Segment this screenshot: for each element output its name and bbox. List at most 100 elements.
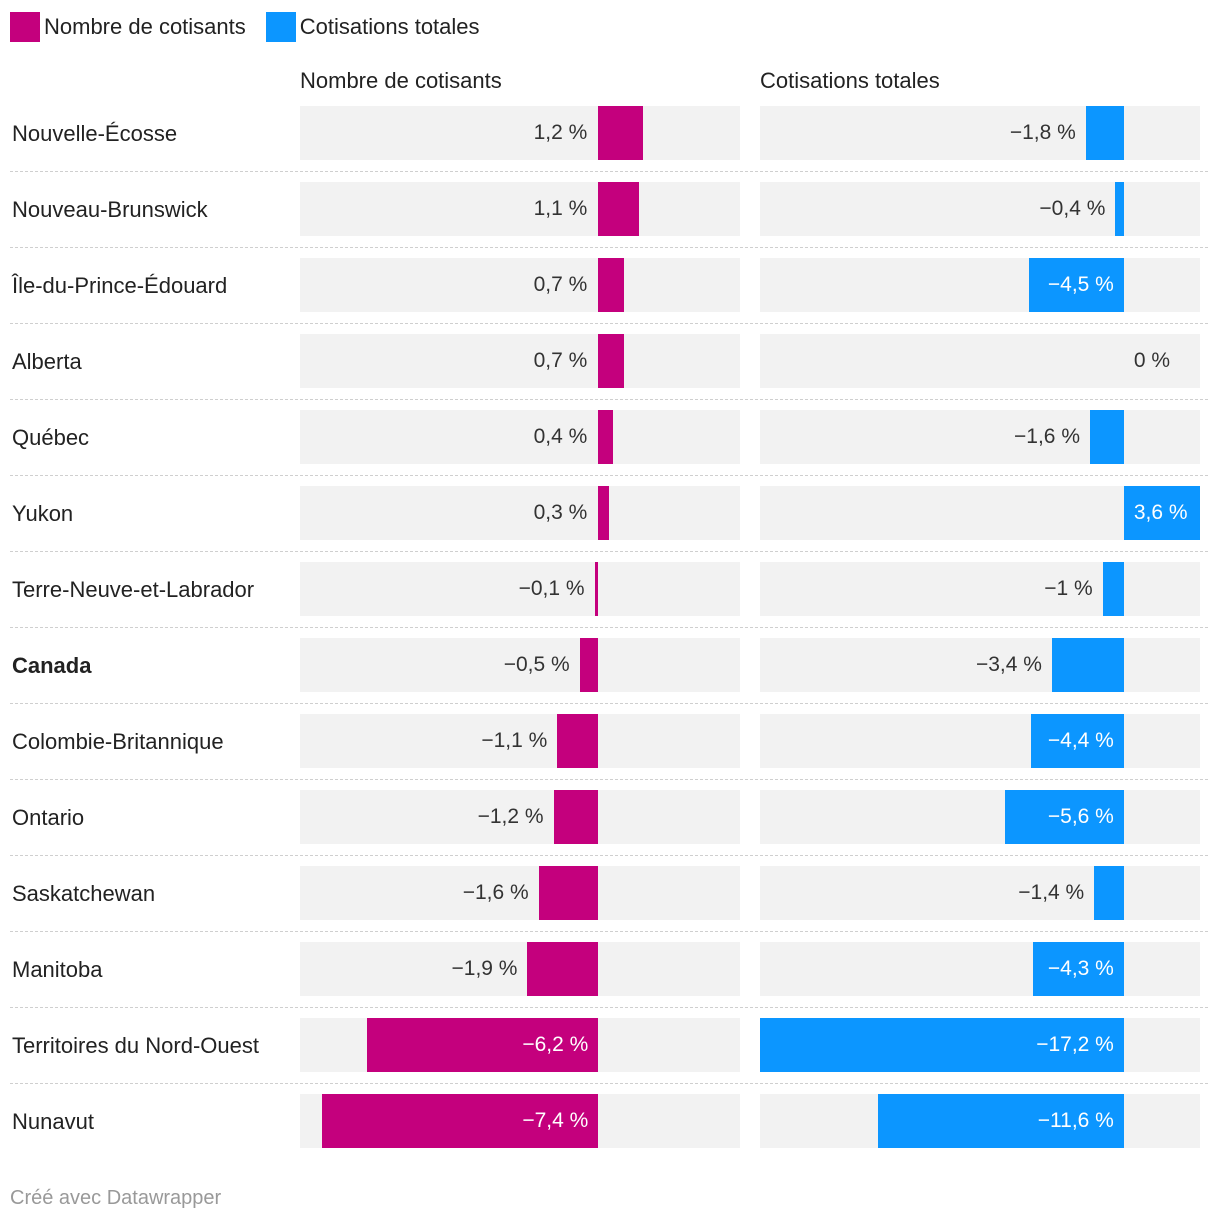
category-label: Nouveau-Brunswick	[12, 197, 208, 222]
chart-row: Nunavut −7,4 % −11,6 %	[0, 1094, 1220, 1170]
chart-row: Terre-Neuve-et-Labrador −0,1 % −1 %	[0, 562, 1220, 638]
chart-row: Alberta 0,7 % 0 %	[0, 334, 1220, 410]
bar	[598, 106, 644, 160]
value-label: −1,8 %	[1009, 121, 1076, 144]
bar	[1102, 562, 1124, 616]
bar-track	[300, 182, 740, 236]
category-label: Québec	[12, 425, 90, 450]
bar-track	[760, 790, 1200, 844]
bar	[1085, 106, 1124, 160]
bar	[594, 562, 599, 616]
category-label: Nouvelle-Écosse	[12, 121, 178, 146]
bar-track	[300, 486, 740, 540]
legend-swatch-cotisations	[265, 12, 296, 42]
bar-track	[760, 562, 1200, 616]
legend-item-cotisants: Nombre de cotisants	[10, 12, 246, 42]
value-label: 0,7 %	[533, 273, 588, 296]
bar-track	[760, 334, 1200, 388]
value-label: −4,4 %	[1047, 729, 1114, 752]
bar	[527, 942, 599, 996]
bar	[760, 1018, 1124, 1072]
chart-row: Nouvelle-Écosse 1,2 % −1,8 %	[0, 106, 1220, 182]
chart-row: Manitoba −1,9 % −4,3 %	[0, 942, 1220, 1018]
bar	[1030, 714, 1124, 768]
row-divider	[10, 247, 1208, 248]
value-label: −6,2 %	[522, 1033, 589, 1056]
category-label: Territoires du Nord-Ouest	[12, 1033, 259, 1058]
bar-track	[300, 106, 740, 160]
chart-row: Québec 0,4 % −1,6 %	[0, 410, 1220, 486]
category-label: Île-du-Prince-Édouard	[12, 273, 228, 298]
column-title-cotisations: Cotisations totales	[760, 68, 940, 93]
bar	[598, 182, 640, 236]
legend: Nombre de cotisants Cotisations totales	[10, 10, 500, 44]
bar-track	[760, 106, 1200, 160]
value-label: −1,4 %	[1018, 881, 1085, 904]
bar-track	[760, 866, 1200, 920]
value-label: 3,6 %	[1133, 501, 1188, 524]
bar	[878, 1094, 1124, 1148]
value-label: −1,6 %	[1014, 425, 1080, 448]
bar	[538, 866, 599, 920]
value-label: −3,4 %	[975, 653, 1042, 676]
bar-track	[300, 866, 740, 920]
bar-track	[760, 410, 1200, 464]
bar-track	[760, 182, 1200, 236]
footer-credit: Créé avec Datawrapper	[10, 1187, 222, 1209]
value-label: 0,4 %	[533, 425, 588, 448]
value-label: −0,4 %	[1039, 197, 1106, 220]
row-divider	[10, 627, 1208, 628]
category-label: Alberta	[12, 349, 82, 374]
bar-track	[300, 942, 740, 996]
bar	[1115, 182, 1124, 236]
bar-track	[300, 714, 740, 768]
row-divider	[10, 1083, 1208, 1084]
value-label: −1,6 %	[462, 881, 529, 904]
chart-row: Ontario −1,2 % −5,6 %	[0, 790, 1220, 866]
value-label: 0,3 %	[533, 501, 588, 524]
bar-track	[300, 638, 740, 692]
bar	[1094, 866, 1124, 920]
row-divider	[10, 475, 1208, 476]
category-label: Canada	[12, 653, 92, 678]
bar	[1123, 486, 1200, 540]
legend-label-cotisants: Nombre de cotisants	[44, 14, 246, 39]
bar	[598, 258, 625, 312]
value-label: −0,1 %	[518, 577, 585, 600]
bar-track	[760, 714, 1200, 768]
category-label: Yukon	[12, 501, 74, 526]
legend-label-cotisations: Cotisations totales	[299, 14, 480, 39]
chart-row: Territoires du Nord-Ouest −6,2 % −17,2 %	[0, 1018, 1220, 1094]
bar-track	[300, 258, 740, 312]
row-divider	[10, 779, 1208, 780]
bar	[367, 1018, 599, 1072]
bar	[557, 714, 599, 768]
value-label: −1 %	[1044, 577, 1093, 600]
legend-swatch-cotisants	[10, 12, 40, 42]
column-title-cotisants: Nombre de cotisants	[300, 68, 502, 93]
chart-row: Canada −0,5 % −3,4 %	[0, 638, 1220, 714]
row-divider	[10, 1007, 1208, 1008]
bar-track	[300, 410, 740, 464]
bar	[1051, 638, 1124, 692]
row-divider	[10, 931, 1208, 932]
bar	[1090, 410, 1124, 464]
chart-row: Colombie-Britannique −1,1 % −4,4 %	[0, 714, 1220, 790]
row-divider	[10, 323, 1208, 324]
value-label: 0,7 %	[533, 349, 588, 372]
bar	[1032, 942, 1124, 996]
bar	[598, 334, 625, 388]
row-divider	[10, 703, 1208, 704]
value-label: −4,3 %	[1047, 957, 1114, 980]
category-label: Nunavut	[12, 1109, 94, 1134]
value-label: −0,5 %	[503, 653, 570, 676]
value-label: −11,6 %	[1037, 1109, 1114, 1132]
chart-row: Yukon 0,3 % 3,6 %	[0, 486, 1220, 562]
bar-track	[300, 562, 740, 616]
row-divider	[10, 855, 1208, 856]
value-label: −1,2 %	[477, 805, 544, 828]
category-label: Manitoba	[12, 957, 103, 982]
bar	[1028, 258, 1124, 312]
value-label: 0 %	[1133, 349, 1171, 372]
value-label: −5,6 %	[1047, 805, 1114, 828]
